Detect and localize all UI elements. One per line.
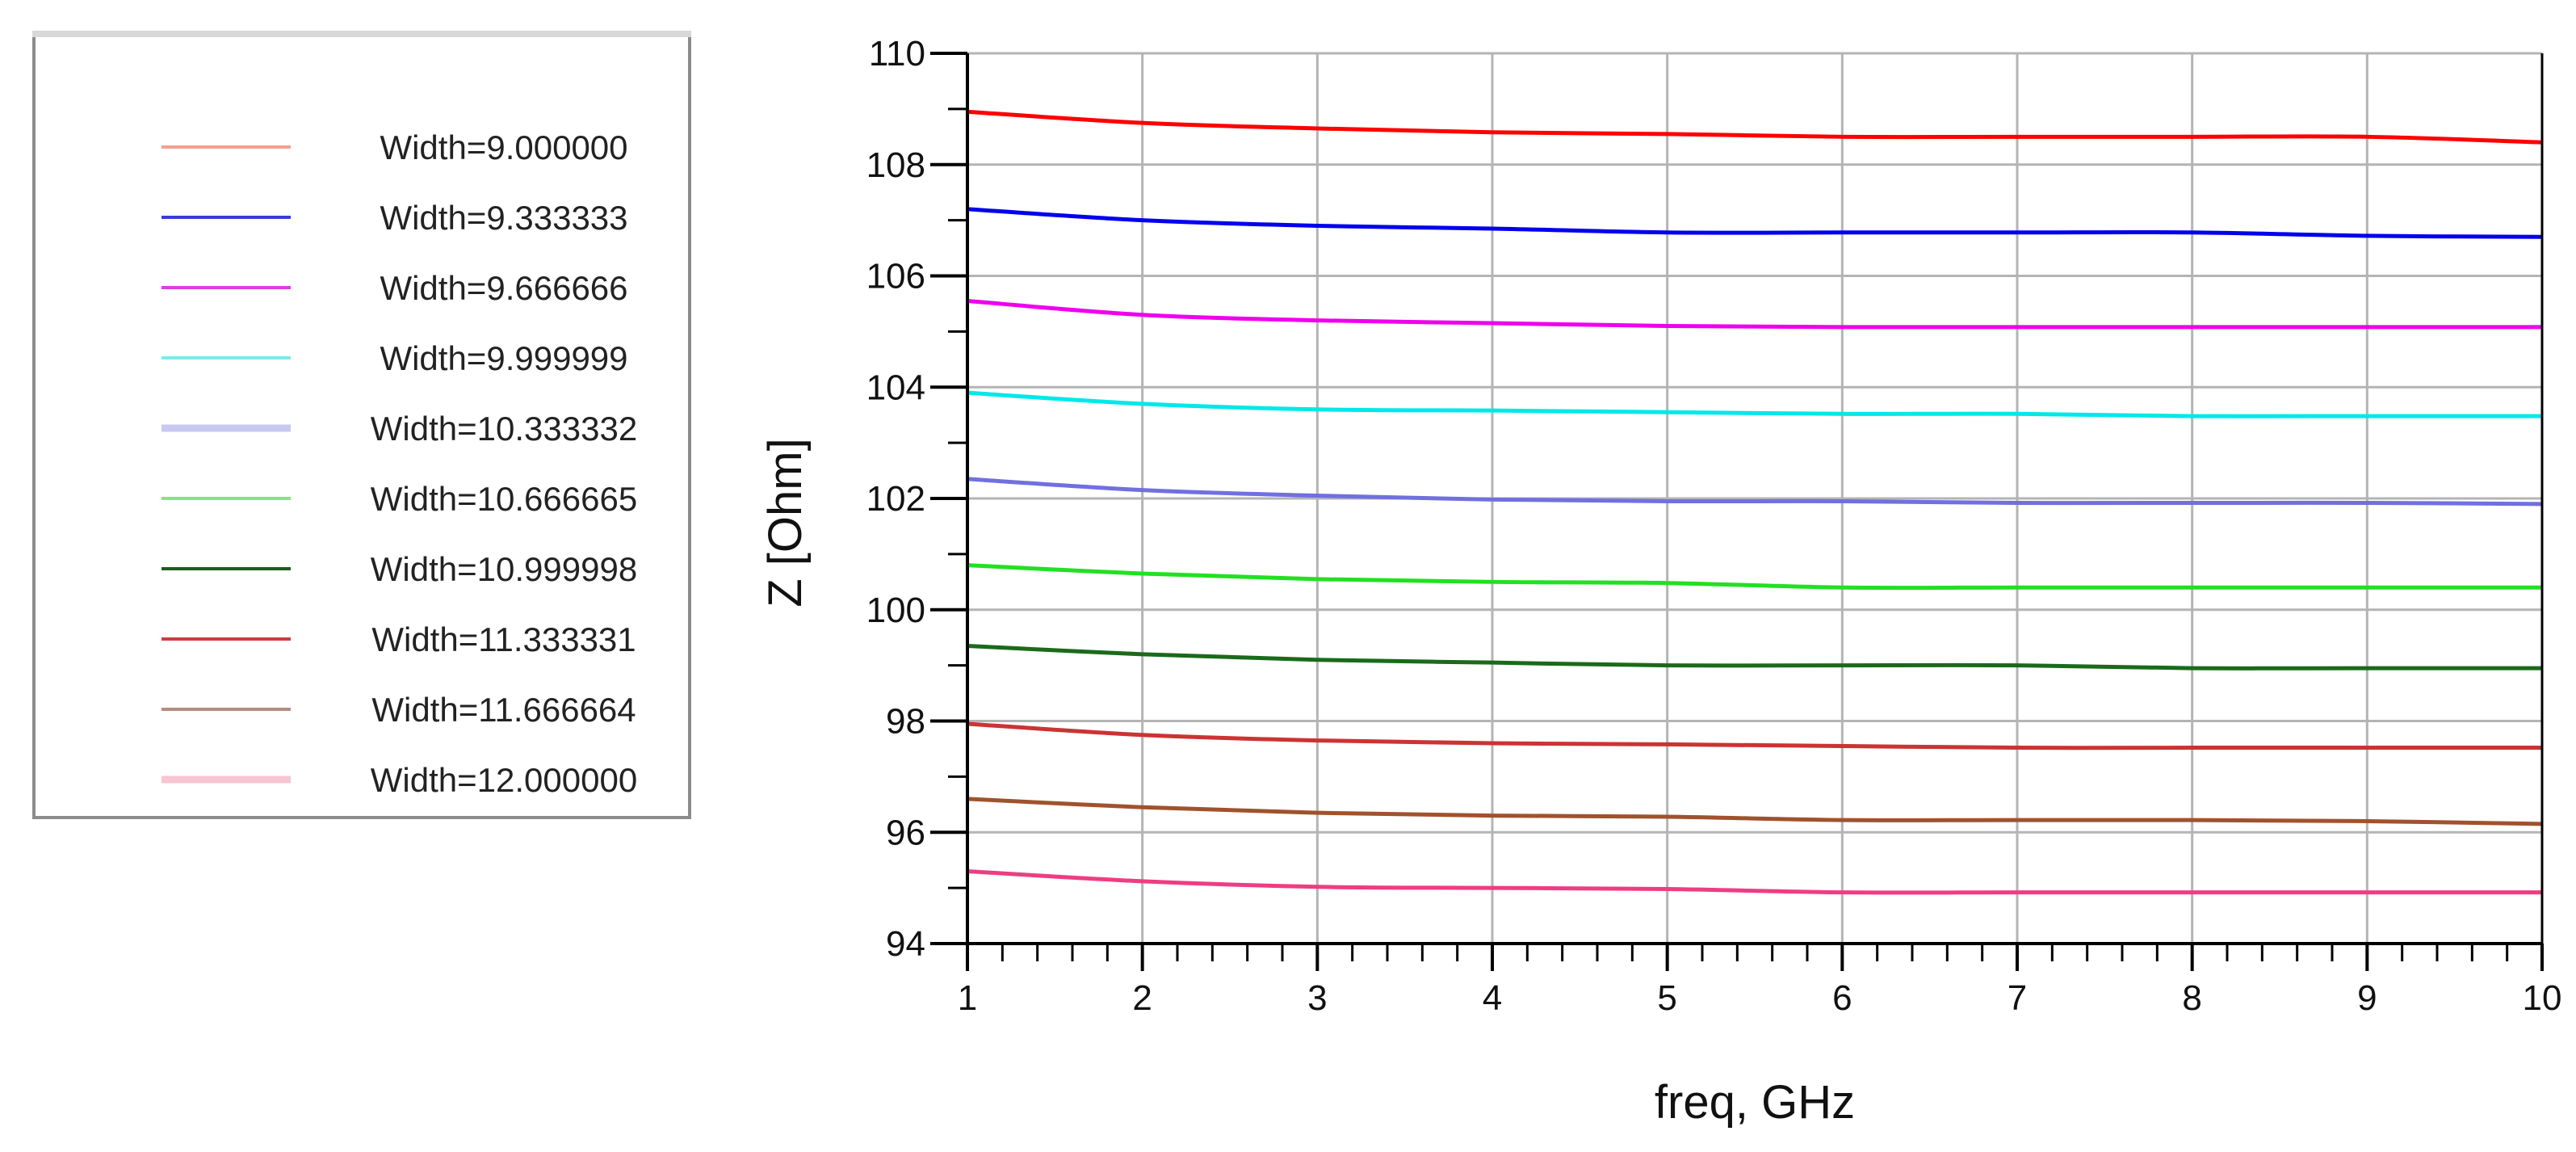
legend-box bbox=[32, 31, 691, 819]
x-tick-label: 6 bbox=[1832, 978, 1852, 1018]
legend-label-9: Width=11.666664 bbox=[371, 691, 636, 729]
series-line-9 bbox=[967, 797, 2543, 826]
series-line-8 bbox=[967, 721, 2542, 750]
y-tick-label: 94 bbox=[886, 924, 925, 964]
x-axis-label: freq, GHz bbox=[1655, 1076, 1855, 1129]
series-line-2 bbox=[967, 207, 2543, 239]
x-tick-label: 7 bbox=[2008, 978, 2027, 1018]
y-tick-label: 104 bbox=[866, 368, 925, 407]
legend-label-4: Width=9.999999 bbox=[380, 339, 627, 377]
x-tick-label: 8 bbox=[2182, 978, 2201, 1018]
series-line-7 bbox=[967, 644, 2542, 671]
series-line-3 bbox=[967, 299, 2542, 330]
y-tick-label: 96 bbox=[886, 813, 925, 852]
x-tick-label: 2 bbox=[1132, 978, 1152, 1018]
x-tick-label: 1 bbox=[958, 978, 977, 1018]
y-tick-label: 110 bbox=[869, 34, 925, 74]
y-tick-label: 98 bbox=[886, 702, 925, 742]
legend-label-6: Width=10.666665 bbox=[371, 480, 637, 518]
legend-label-2: Width=9.333333 bbox=[380, 199, 627, 237]
x-tick-label: 5 bbox=[1657, 978, 1676, 1018]
y-tick-label: 106 bbox=[866, 257, 925, 296]
legend-top-shade bbox=[32, 31, 691, 37]
x-tick-label: 4 bbox=[1483, 978, 1502, 1018]
y-axis-label: Z [Ohm] bbox=[759, 438, 812, 607]
series-line-10 bbox=[967, 868, 2542, 895]
series-line-6 bbox=[967, 563, 2542, 591]
legend-label-3: Width=9.666666 bbox=[380, 269, 627, 307]
y-tick-label: 100 bbox=[866, 591, 925, 630]
y-tick-label: 108 bbox=[866, 145, 925, 185]
y-tick-label: 102 bbox=[866, 479, 925, 519]
x-tick-label: 9 bbox=[2357, 978, 2377, 1018]
series-line-5 bbox=[967, 477, 2543, 507]
legend-label-7: Width=10.999998 bbox=[371, 550, 637, 588]
series-line-4 bbox=[967, 390, 2542, 418]
x-tick-label: 3 bbox=[1307, 978, 1327, 1018]
legend-label-5: Width=10.333332 bbox=[371, 410, 637, 448]
legend-label-1: Width=9.000000 bbox=[380, 128, 627, 166]
plot-area: 94 96 98 100 102 104 106 108 110 1 2 3 4 5 6 7 8 9 10 bbox=[866, 34, 2562, 1018]
series-line-1 bbox=[967, 109, 2543, 145]
legend: Width=9.000000 Width=9.333333 Width=9.6666… bbox=[32, 31, 691, 819]
legend-label-8: Width=11.333331 bbox=[371, 620, 636, 658]
legend-label-10: Width=12.000000 bbox=[371, 761, 637, 799]
x-tick-label: 10 bbox=[2523, 978, 2562, 1018]
